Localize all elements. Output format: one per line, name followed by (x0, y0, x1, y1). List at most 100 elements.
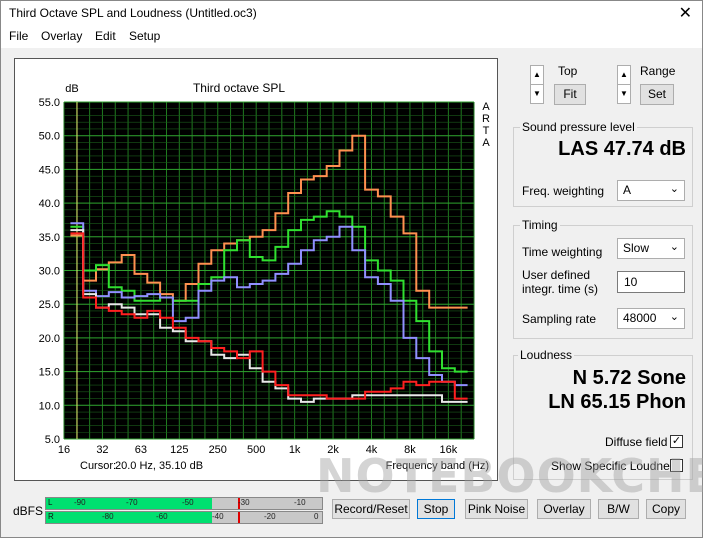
freq-weighting-label: Freq. weighting (522, 184, 605, 198)
x-tick-label: 63 (135, 444, 147, 456)
stop-button[interactable]: Stop (417, 499, 455, 519)
pink-noise-button[interactable]: Pink Noise (465, 499, 528, 519)
top-down-arrow-icon[interactable]: ▼ (530, 84, 544, 104)
range-label: Range (640, 64, 676, 78)
record-reset-button[interactable]: Record/Reset (332, 499, 410, 519)
fit-button[interactable]: Fit (554, 84, 586, 105)
time-weighting-value: Slow (623, 241, 650, 255)
set-button[interactable]: Set (640, 84, 674, 105)
chart-title: Third octave SPL (193, 81, 285, 95)
y-tick-label: 20.0 (39, 333, 60, 345)
cursor-label: Cursor: (80, 460, 116, 472)
y-unit-label: dB (65, 83, 78, 95)
time-weighting-label: Time weighting (522, 245, 603, 259)
x-tick-label: 16k (440, 444, 458, 456)
loudness-phon-value: LN 65.15 Phon (548, 391, 686, 413)
x-tick-label: 250 (209, 444, 227, 456)
menu-file[interactable]: File (9, 29, 29, 43)
time-weighting-select[interactable]: Slow ⌄ (617, 238, 685, 259)
level-meter-right-peak (238, 512, 240, 523)
menu-overlay[interactable]: Overlay (41, 29, 83, 43)
sampling-rate-value: 48000 (623, 311, 657, 325)
meter-tick: -40 (212, 512, 224, 521)
freq-weighting-select[interactable]: A ⌄ (617, 180, 685, 201)
show-specific-loudness-checkbox[interactable] (670, 459, 683, 472)
cursor-value: 20.0 Hz, 35.10 dB (115, 460, 203, 472)
x-tick-label: 125 (170, 444, 188, 456)
chevron-down-icon: ⌄ (669, 311, 679, 323)
sampling-rate-select[interactable]: 48000 ⌄ (617, 308, 685, 329)
y-tick-label: 30.0 (39, 266, 60, 278)
integr-time-label-line2: integr. time (s) (522, 282, 599, 296)
menu-edit[interactable]: Edit (95, 29, 116, 43)
meter-tick: -60 (156, 512, 168, 521)
x-tick-label: 8k (404, 444, 416, 456)
freq-weighting-value: A (623, 183, 632, 197)
y-tick-label: 50.0 (39, 131, 60, 143)
timing-group-label: Timing (520, 218, 560, 232)
y-tick-label: 15.0 (39, 367, 60, 379)
y-tick-label: 45.0 (39, 164, 60, 176)
sampling-rate-label: Sampling rate (522, 312, 597, 326)
diffuse-field-label: Diffuse field (605, 435, 668, 449)
arta-side-letter: A (482, 101, 490, 113)
series-line (70, 232, 468, 400)
series-line (70, 222, 468, 387)
series-line (70, 210, 468, 373)
y-tick-label: 10.0 (39, 400, 60, 412)
chevron-down-icon: ⌄ (669, 241, 679, 253)
level-meter-left-peak (238, 498, 240, 509)
y-tick-label: 55.0 (39, 97, 60, 109)
x-tick-label: 500 (247, 444, 265, 456)
watermark-logo: NOTEBOOKCHECK (316, 449, 703, 503)
copy-button[interactable]: Copy (646, 499, 686, 519)
series-line (70, 134, 468, 309)
x-axis-label: Frequency band (Hz) (386, 460, 489, 472)
top-up-arrow-icon[interactable]: ▲ (530, 65, 544, 85)
meter-tick: -90 (74, 498, 86, 507)
diffuse-field-checkbox[interactable]: ✓ (670, 435, 683, 448)
x-tick-label: 16 (58, 444, 70, 456)
level-meter-left: L -90 -70 -50 -30 -10 (45, 497, 323, 510)
arta-side-letter: R (482, 113, 490, 125)
close-icon[interactable]: ✕ (678, 5, 692, 22)
arta-side-letter: T (483, 125, 490, 137)
loudness-group-label: Loudness (518, 348, 575, 362)
level-meter-right-fill (46, 512, 212, 523)
meter-tick: -70 (126, 498, 138, 507)
loudness-group (513, 355, 693, 480)
left-channel-label: L (48, 498, 53, 507)
integr-time-input[interactable]: 10 (617, 271, 685, 293)
arta-side-letter: A (482, 137, 490, 149)
y-tick-label: 40.0 (39, 198, 60, 210)
spl-value: LAS 47.74 dB (558, 138, 686, 160)
loudness-sone-value: N 5.72 Sone (572, 367, 686, 389)
meter-tick: -30 (238, 498, 250, 507)
meter-tick: -10 (294, 498, 306, 507)
chevron-down-icon: ⌄ (669, 183, 679, 195)
spl-chart[interactable]: 55.0 50.0 45.0 40.0 35.0 30.0 25.0 20.0 15.0 10.0… (15, 59, 499, 482)
overlay-button[interactable]: Overlay (537, 499, 591, 519)
integr-time-label-line1: User defined (522, 268, 591, 282)
level-meter-left-fill (46, 498, 212, 509)
x-tick-label: 32 (96, 444, 108, 456)
x-tick-label: 1k (289, 444, 301, 456)
y-tick-label: 25.0 (39, 299, 60, 311)
bw-button[interactable]: B/W (598, 499, 639, 519)
menu-bar: File Overlay Edit Setup (1, 26, 702, 48)
meter-tick: 0 (314, 512, 319, 521)
show-specific-loudness-label: Show Specific Loudness (551, 459, 682, 473)
spl-group-label: Sound pressure level (520, 120, 637, 134)
dbfs-label: dBFS (13, 504, 44, 518)
meter-tick: -80 (102, 512, 114, 521)
range-down-arrow-icon[interactable]: ▼ (617, 84, 631, 104)
range-up-arrow-icon[interactable]: ▲ (617, 65, 631, 85)
y-tick-label: 35.0 (39, 232, 60, 244)
meter-tick: -20 (264, 512, 276, 521)
y-tick-label: 5.0 (45, 434, 60, 446)
menu-setup[interactable]: Setup (129, 29, 161, 43)
x-tick-label: 4k (366, 444, 378, 456)
meter-tick: -50 (182, 498, 194, 507)
window-title: Third Octave SPL and Loudness (Untitled.… (9, 6, 257, 20)
